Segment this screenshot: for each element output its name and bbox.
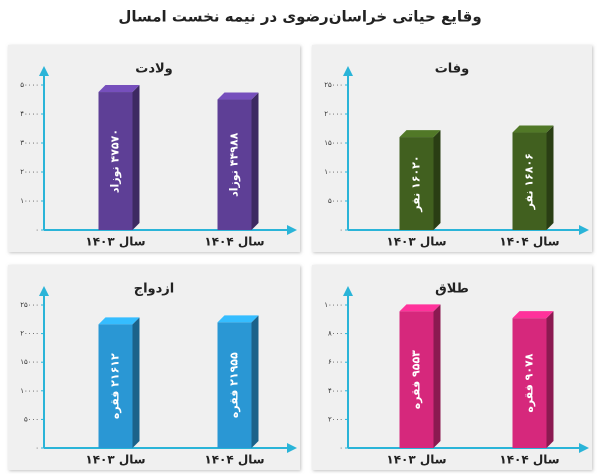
bar [217, 99, 252, 231]
y-tick-label: ۲۵۰۰۰ [20, 301, 39, 309]
bar-side [251, 92, 259, 231]
value-label: ۹۵۵۳ فقره [410, 350, 423, 409]
x-tick-label: سال ۱۴۰۳ [85, 453, 145, 467]
y-tick-label: ۲۵۰۰۰ [324, 81, 343, 89]
bar-side [433, 304, 441, 448]
value-label: ۴۴۹۸۸ نوزاد [228, 132, 241, 196]
bar [399, 311, 434, 448]
bar [512, 132, 547, 230]
value-label: ۲۱۶۱۲ فقره [109, 353, 122, 419]
bar [98, 324, 133, 448]
page-title: وقایع حیاتی خراسان‌رضوی در نیمه نخست امس… [118, 8, 481, 26]
chart-panel: وفات ۰ ۵۰۰۰ ۱۰۰۰۰ ۱۵۰۰۰ ۲۰۰۰۰ ۲۵۰۰۰ سال ۱۴۰۳ ۱۶۰… [312, 45, 592, 252]
y-tick-label: ۱۵۰۰۰ [324, 139, 343, 147]
y-tick-label: ۵۰۰۰ [24, 415, 39, 423]
value-label: ۱۶۰۲۰ نفر [410, 155, 423, 212]
bar [98, 92, 133, 230]
bar [399, 137, 434, 230]
y-tick-label: ۴۰۰۰ [328, 387, 343, 395]
value-label: ۱۶۸۰۶ نفر [523, 153, 536, 210]
bar-side [546, 311, 554, 448]
bar [217, 322, 252, 448]
chart-title: ازدواج [134, 282, 175, 297]
x-tick-label: سال ۱۴۰۳ [386, 453, 446, 467]
y-tick-label: ۰ [339, 444, 343, 452]
chart-panel: طلاق ۰ ۲۰۰۰ ۴۰۰۰ ۶۰۰۰ ۸۰۰۰ ۱۰۰۰۰ سال ۱۴۰۳ ۹۵۵۳ ف… [312, 265, 592, 470]
y-tick-label: ۱۵۰۰۰ [20, 358, 39, 366]
bar-top [399, 130, 441, 138]
bar-top [217, 315, 259, 323]
bar-side [251, 315, 259, 448]
bar-top [399, 304, 441, 312]
bar-side [132, 85, 140, 230]
bar-top [512, 125, 554, 133]
y-tick-label: ۲۰۰۰۰ [20, 168, 39, 176]
chart-title: وفات [435, 62, 470, 77]
bar-top [217, 92, 259, 100]
value-label: ۹۰۷۸ فقره [523, 353, 536, 412]
bar-top [512, 311, 554, 319]
x-tick-label: سال ۱۴۰۴ [499, 235, 559, 249]
x-tick-label: سال ۱۴۰۳ [85, 235, 145, 249]
bar-top [98, 317, 140, 325]
y-tick-label: ۰ [35, 444, 39, 452]
y-tick-label: ۵۰۰۰ [328, 197, 343, 205]
y-tick-label: ۱۰۰۰۰ [324, 168, 343, 176]
y-tick-label: ۰ [35, 226, 39, 234]
y-tick-label: ۲۰۰۰ [328, 415, 343, 423]
y-tick-label: ۲۰۰۰۰ [324, 110, 343, 118]
x-tick-label: سال ۱۴۰۳ [386, 235, 446, 249]
x-tick-label: سال ۱۴۰۴ [499, 453, 559, 467]
chart-panel: ولادت ۰ ۱۰۰۰۰ ۲۰۰۰۰ ۳۰۰۰۰ ۴۰۰۰۰ ۵۰۰۰۰ سال ۱۴۰۳ ۴… [8, 45, 300, 252]
bar-side [433, 130, 441, 230]
bar [512, 318, 547, 448]
y-tick-label: ۸۰۰۰ [328, 330, 343, 338]
y-tick-label: ۳۰۰۰۰ [20, 139, 39, 147]
y-tick-label: ۴۰۰۰۰ [20, 110, 39, 118]
y-tick-label: ۵۰۰۰۰ [20, 81, 39, 89]
y-tick-label: ۰ [339, 226, 343, 234]
x-tick-label: سال ۱۴۰۴ [204, 453, 264, 467]
chart-title: ولادت [135, 62, 173, 77]
bar-top [98, 85, 140, 93]
value-label: ۲۱۹۵۵ فقره [228, 352, 241, 418]
y-tick-label: ۱۰۰۰۰ [324, 301, 343, 309]
value-label: ۴۷۵۷۰ نوزاد [109, 129, 122, 193]
chart-title: طلاق [435, 282, 469, 297]
bar-side [546, 125, 554, 230]
y-tick-label: ۱۰۰۰۰ [20, 197, 39, 205]
y-tick-label: ۱۰۰۰۰ [20, 387, 39, 395]
x-tick-label: سال ۱۴۰۴ [204, 235, 264, 249]
y-tick-label: ۶۰۰۰ [328, 358, 343, 366]
y-tick-label: ۲۰۰۰۰ [20, 330, 39, 338]
bar-side [132, 317, 140, 448]
chart-panel: ازدواج ۰ ۵۰۰۰ ۱۰۰۰۰ ۱۵۰۰۰ ۲۰۰۰۰ ۲۵۰۰۰ سال ۱۴۰۳ ۲… [8, 265, 300, 470]
